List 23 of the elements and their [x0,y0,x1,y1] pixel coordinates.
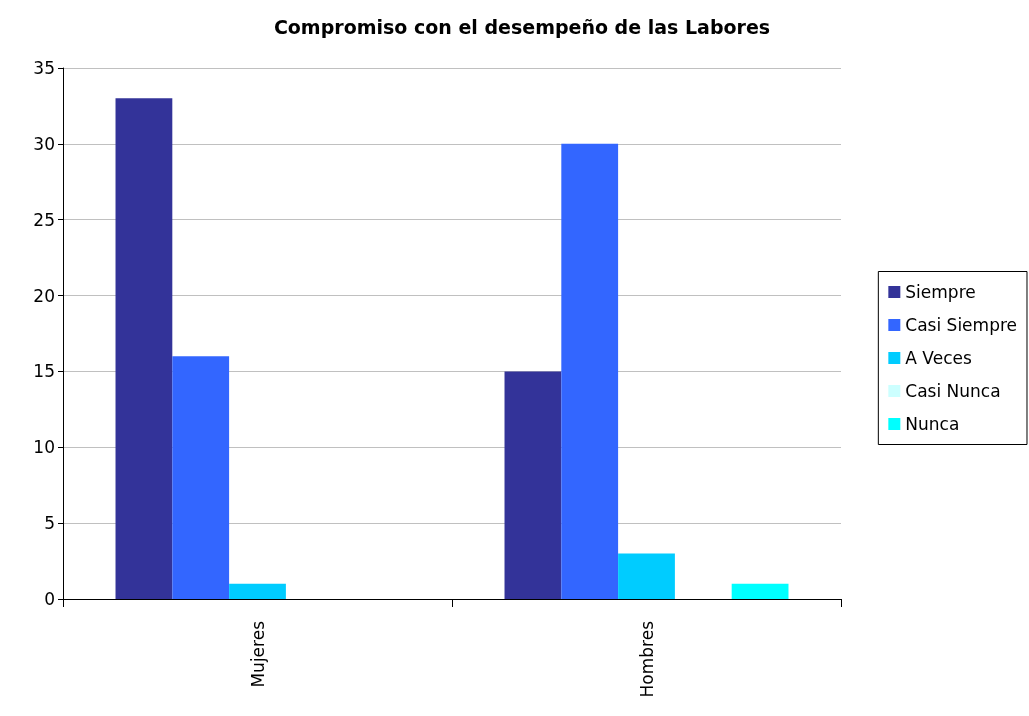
y-tick-label: 25 [33,209,55,230]
legend-label: Siempre [905,282,976,302]
bar [172,356,230,599]
x-tick-label: Hombres [636,620,657,698]
y-tick-label: 5 [44,513,55,534]
y-tick-label: 0 [44,589,55,609]
y-tick-label: 15 [33,361,55,382]
bar [504,371,562,599]
chart-title: Compromiso con el desempeño de las Labores [273,15,771,38]
bar [115,98,173,599]
legend-label: A Veces [905,348,972,368]
legend-label: Nunca [905,414,960,434]
x-tick-label: Mujeres [247,620,268,688]
bar [229,583,286,599]
y-tick-label: 30 [33,133,55,154]
bar [731,583,789,599]
y-tick-label: 10 [33,437,55,458]
bar [561,143,619,599]
legend-label: Casi Siempre [905,315,1017,335]
y-tick-label: 20 [33,285,55,306]
legend-label: Casi Nunca [905,381,1001,401]
y-tick-label: 35 [33,58,55,78]
bar [618,553,675,599]
